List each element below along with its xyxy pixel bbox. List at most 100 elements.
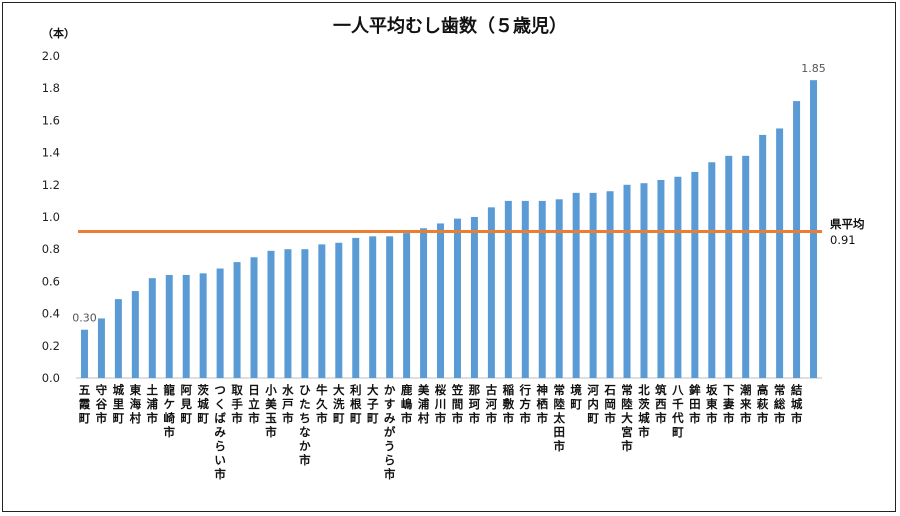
bar — [810, 80, 818, 379]
bar — [572, 192, 580, 378]
y-tick-label: 0.6 — [42, 274, 60, 288]
bar — [657, 179, 665, 378]
x-tick-label: 取手市 — [231, 383, 243, 425]
bar — [318, 244, 326, 378]
x-tick-label: 小美玉市 — [264, 383, 277, 439]
y-tick-label: 1.8 — [42, 81, 60, 95]
x-tick-label: つくばみらい市 — [214, 383, 226, 481]
bar — [606, 191, 614, 378]
bar — [267, 250, 275, 378]
x-tick-label: 阿見町 — [179, 383, 192, 425]
x-tick-label: 守谷市 — [96, 383, 108, 425]
reference-line-label: 県平均 — [830, 217, 865, 231]
y-axis-ticks: 0.0 0.2 0.4 0.6 0.8 1.0 1.2 1.4 1.6 1.8 2.0 — [42, 49, 60, 385]
bar — [708, 162, 716, 378]
y-tick-label: 1.4 — [42, 146, 60, 160]
x-tick-label: 日立市 — [248, 383, 260, 425]
x-tick-label: 鹿嶋市 — [401, 383, 413, 425]
data-label: 0.30 — [72, 312, 97, 325]
x-tick-label: 潮来市 — [739, 383, 752, 425]
x-tick-label: 鉾田市 — [689, 383, 701, 425]
x-tick-label: 龍ケ崎市 — [164, 383, 176, 439]
bar — [80, 329, 88, 378]
data-label: 1.85 — [801, 62, 826, 75]
x-tick-label: 神栖市 — [537, 383, 549, 425]
x-tick-label: 常総市 — [774, 383, 786, 425]
x-tick-label: ひたちなか市 — [299, 383, 311, 467]
x-tick-label: 常陸太田市 — [552, 383, 565, 453]
x-tick-label: 八千代町 — [671, 383, 684, 439]
y-tick-label: 1.0 — [42, 210, 60, 224]
y-tick-label: 0.0 — [42, 371, 60, 385]
x-tick-label: 水戸市 — [282, 383, 294, 425]
x-tick-label: 城里町 — [113, 383, 125, 425]
bar — [403, 233, 411, 378]
x-tick-label: 稲敷市 — [503, 383, 515, 425]
y-tick-label: 1.6 — [42, 113, 60, 127]
x-tick-label: 境町 — [570, 383, 582, 411]
bar — [199, 273, 207, 378]
y-tick-label: 0.8 — [42, 242, 60, 256]
bar — [148, 278, 156, 378]
bar-series — [80, 80, 818, 379]
x-tick-label: 笠間市 — [451, 383, 464, 425]
bar — [623, 184, 631, 378]
x-tick-label: 石岡市 — [603, 383, 616, 425]
x-tick-label: 利根町 — [349, 383, 362, 425]
y-tick-label: 2.0 — [42, 49, 60, 63]
bar — [776, 128, 784, 378]
bar — [742, 155, 750, 378]
x-tick-label: 北茨城市 — [638, 383, 650, 439]
x-tick-label: 結城市 — [791, 383, 803, 425]
y-tick-label: 1.2 — [42, 178, 60, 192]
x-axis-labels: 五霞町守谷市城里町東海村土浦市龍ケ崎市阿見町茨城町つくばみらい市取手市日立市小美… — [79, 383, 803, 481]
bar — [793, 101, 801, 378]
bar — [182, 274, 190, 378]
bar — [301, 249, 309, 378]
bar — [504, 200, 512, 378]
x-tick-label: 那珂市 — [469, 383, 481, 425]
bar — [284, 249, 292, 378]
bar — [521, 200, 529, 378]
bar — [114, 299, 122, 378]
bar — [335, 242, 343, 378]
bar — [589, 192, 597, 378]
bar — [640, 183, 648, 378]
x-tick-label: 筑西市 — [655, 383, 667, 425]
x-tick-label: 坂東市 — [706, 383, 718, 425]
x-tick-label: 常陸大宮市 — [621, 383, 633, 453]
y-tick-label: 0.2 — [42, 339, 60, 353]
bar — [470, 217, 478, 378]
bar — [165, 274, 173, 378]
bar — [555, 199, 563, 378]
x-tick-label: 大洗町 — [333, 383, 345, 425]
bar — [674, 176, 682, 378]
bar — [759, 134, 767, 378]
bar — [369, 236, 377, 378]
x-tick-label: 下妻市 — [723, 383, 735, 425]
bar — [250, 257, 258, 378]
x-tick-label: 東海村 — [130, 383, 142, 425]
x-tick-label: 土浦市 — [147, 383, 159, 425]
x-tick-label: 桜川市 — [434, 383, 447, 425]
bar — [352, 237, 360, 378]
bar — [97, 318, 105, 378]
chart-title: 一人平均むし歯数（５歳児） — [333, 15, 567, 37]
x-tick-label: 牛久市 — [315, 383, 328, 425]
bar — [691, 171, 699, 378]
reference-line-value: 0.91 — [830, 233, 856, 247]
bar — [420, 228, 428, 378]
bar — [437, 223, 445, 378]
x-tick-label: 五霞町 — [79, 383, 91, 425]
x-tick-label: 美浦村 — [418, 383, 430, 425]
bar — [487, 207, 495, 378]
x-tick-label: 高萩市 — [756, 383, 769, 425]
x-tick-label: 河内町 — [587, 383, 599, 425]
y-axis-unit: （本） — [42, 26, 75, 40]
bar — [538, 200, 546, 378]
bar — [216, 268, 224, 378]
x-tick-label: 古河市 — [486, 383, 498, 425]
bar — [131, 291, 139, 378]
bar — [233, 262, 241, 378]
